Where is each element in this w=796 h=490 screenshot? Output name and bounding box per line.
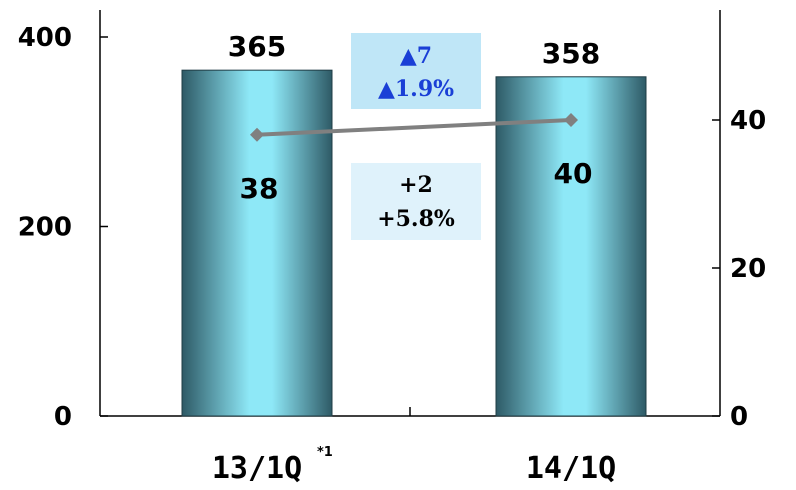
- line-change-box: [351, 163, 481, 240]
- left-axis-ticks: 0 200 400: [18, 23, 108, 432]
- right-tick-label: 40: [730, 106, 766, 136]
- line-change-amount: +2: [399, 172, 433, 198]
- line-value-label: 40: [554, 157, 593, 190]
- bar-value-label: 365: [228, 30, 286, 63]
- line-marker: [564, 113, 578, 127]
- bar-change-amount: ▲7: [400, 43, 432, 69]
- category-footnote-mark: *1: [317, 445, 333, 460]
- bar-value-label: 358: [542, 37, 600, 70]
- line-series: [250, 113, 578, 142]
- category-label: 14/1Q: [526, 451, 616, 486]
- right-axis-ticks: 0 20 40: [712, 106, 766, 432]
- bar-change-box: [351, 33, 481, 109]
- category-label: 13/1Q: [212, 451, 302, 486]
- category-labels: 13/1Q *1 14/1Q: [212, 445, 616, 486]
- bar: [181, 69, 333, 417]
- bar-series: [181, 69, 647, 417]
- left-tick-label: 200: [18, 213, 72, 243]
- left-tick-label: 400: [18, 23, 72, 53]
- data-labels: 365 358 38 40: [228, 30, 600, 205]
- line-path: [256, 118, 572, 137]
- right-tick-label: 0: [730, 402, 748, 432]
- bar-change-percent: ▲1.9%: [378, 76, 454, 102]
- right-tick-label: 20: [730, 254, 766, 284]
- bar: [495, 76, 647, 417]
- line-change-percent: +5.8%: [377, 206, 455, 232]
- line-marker: [250, 127, 264, 142]
- line-value-label: 38: [240, 172, 279, 205]
- left-tick-label: 0: [54, 402, 72, 432]
